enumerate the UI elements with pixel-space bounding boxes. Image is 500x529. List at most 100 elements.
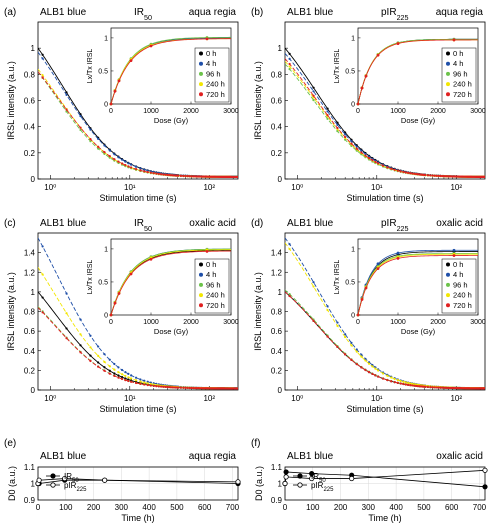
data-point — [97, 354, 100, 357]
legend-label: 4 h — [453, 270, 463, 279]
legend-label: 720 h — [206, 301, 225, 310]
legend-label: 0 h — [206, 260, 216, 269]
data-point — [409, 382, 412, 385]
y-axis-label: IRSL intensity (a.u.) — [253, 272, 263, 351]
data-point — [146, 169, 149, 172]
data-point — [184, 386, 187, 389]
legend-marker — [199, 51, 203, 56]
inset-y-tick-label: 1 — [104, 35, 108, 42]
x-tick-label: 10¹ — [371, 394, 383, 403]
y-tick-label: 0.9 — [24, 496, 36, 505]
data-point — [97, 361, 100, 364]
data-point — [79, 333, 82, 336]
data-point — [160, 385, 163, 388]
data-point — [393, 381, 396, 384]
dose-point — [396, 251, 400, 255]
legend-label: 0 h — [453, 49, 463, 58]
legend-label: 4 h — [206, 59, 216, 68]
x-tick-label: 10² — [450, 394, 462, 403]
legend-marker — [199, 92, 203, 97]
data-point — [124, 379, 127, 382]
data-point — [89, 138, 92, 141]
data-point — [146, 382, 149, 385]
data-point — [336, 126, 339, 130]
data-point — [326, 335, 329, 338]
inset-x-tick-label: 2000 — [183, 108, 199, 115]
dose-point — [113, 89, 117, 93]
data-point — [41, 74, 44, 77]
inset-x-tick-label: 3000 — [470, 319, 486, 326]
data-point — [381, 372, 385, 375]
data-point — [407, 171, 410, 174]
data-point — [411, 384, 414, 387]
data-point — [97, 147, 100, 150]
series-point — [283, 469, 289, 475]
data-point — [390, 376, 393, 379]
data-point — [146, 380, 149, 383]
data-point — [143, 381, 146, 384]
legend-marker — [199, 61, 203, 66]
data-point — [355, 145, 358, 148]
data-point — [89, 128, 92, 131]
data-point — [194, 175, 197, 178]
data-point — [89, 140, 92, 143]
series-point — [349, 475, 355, 482]
inset-x-tick-label: 1000 — [143, 108, 159, 115]
legend-label: pIR225 — [311, 481, 334, 493]
inset-x-label: Dose (Gy) — [401, 327, 436, 336]
treatment-title: oxalic acid — [436, 451, 483, 462]
legend-label: 240 h — [453, 291, 472, 300]
signal-title-sub: 50 — [144, 13, 152, 22]
data-point — [146, 383, 149, 387]
panel-label: (e) — [4, 438, 16, 449]
inset-x-tick-label: 3000 — [223, 108, 239, 115]
y-tick-label: 0.2 — [24, 366, 36, 375]
inset-x-tick-label: 3000 — [223, 319, 239, 326]
data-point — [167, 173, 171, 177]
series-point — [482, 467, 488, 473]
data-point — [108, 369, 111, 372]
data-point — [113, 153, 116, 156]
data-point — [79, 344, 82, 347]
signal-title-sub: 225 — [397, 13, 409, 22]
legend-label: 240 h — [453, 80, 472, 89]
legend-label: 0 h — [206, 49, 216, 58]
data-point — [139, 382, 142, 385]
data-point — [120, 162, 124, 165]
data-point — [79, 126, 82, 129]
data-point — [103, 360, 106, 363]
panel-c: 0 0.2 0.4 0.6 0.8 1 1.2 1.4 10⁰ 10¹ 10² Stimulation… — [4, 218, 239, 414]
dose-point — [129, 59, 133, 63]
panel-f: 0.9 1 1.1 0 100 200 300 400 500 600 700 Time (h) D0 … — [251, 438, 488, 523]
data-point — [326, 110, 329, 113]
dose-point — [117, 292, 121, 295]
data-point — [336, 324, 339, 327]
data-point — [195, 387, 198, 390]
data-point — [117, 366, 120, 369]
data-point — [113, 158, 116, 161]
inset-y-tick-label: 0.5 — [345, 279, 355, 286]
inset-x-tick-label: 2000 — [183, 319, 199, 326]
legend-marker — [297, 482, 303, 488]
data-point — [103, 353, 106, 356]
data-point — [374, 374, 377, 377]
data-point — [404, 381, 407, 384]
legend-marker — [446, 51, 450, 56]
data-point — [190, 386, 193, 390]
series-point — [102, 477, 108, 483]
dose-point — [452, 248, 456, 252]
legend-label: 720 h — [453, 301, 472, 310]
series-point — [62, 475, 68, 482]
dose-point — [376, 53, 380, 57]
data-point — [360, 353, 363, 356]
y-tick-label: 0.8 — [271, 308, 283, 317]
y-tick-label: 0.8 — [24, 308, 36, 317]
signal-title: pIR225 — [381, 7, 409, 22]
data-point — [312, 99, 315, 102]
y-tick-label: 0.4 — [24, 347, 36, 356]
data-point — [374, 367, 377, 370]
dose-point — [360, 86, 364, 90]
signal-title: IR50 — [134, 218, 152, 233]
